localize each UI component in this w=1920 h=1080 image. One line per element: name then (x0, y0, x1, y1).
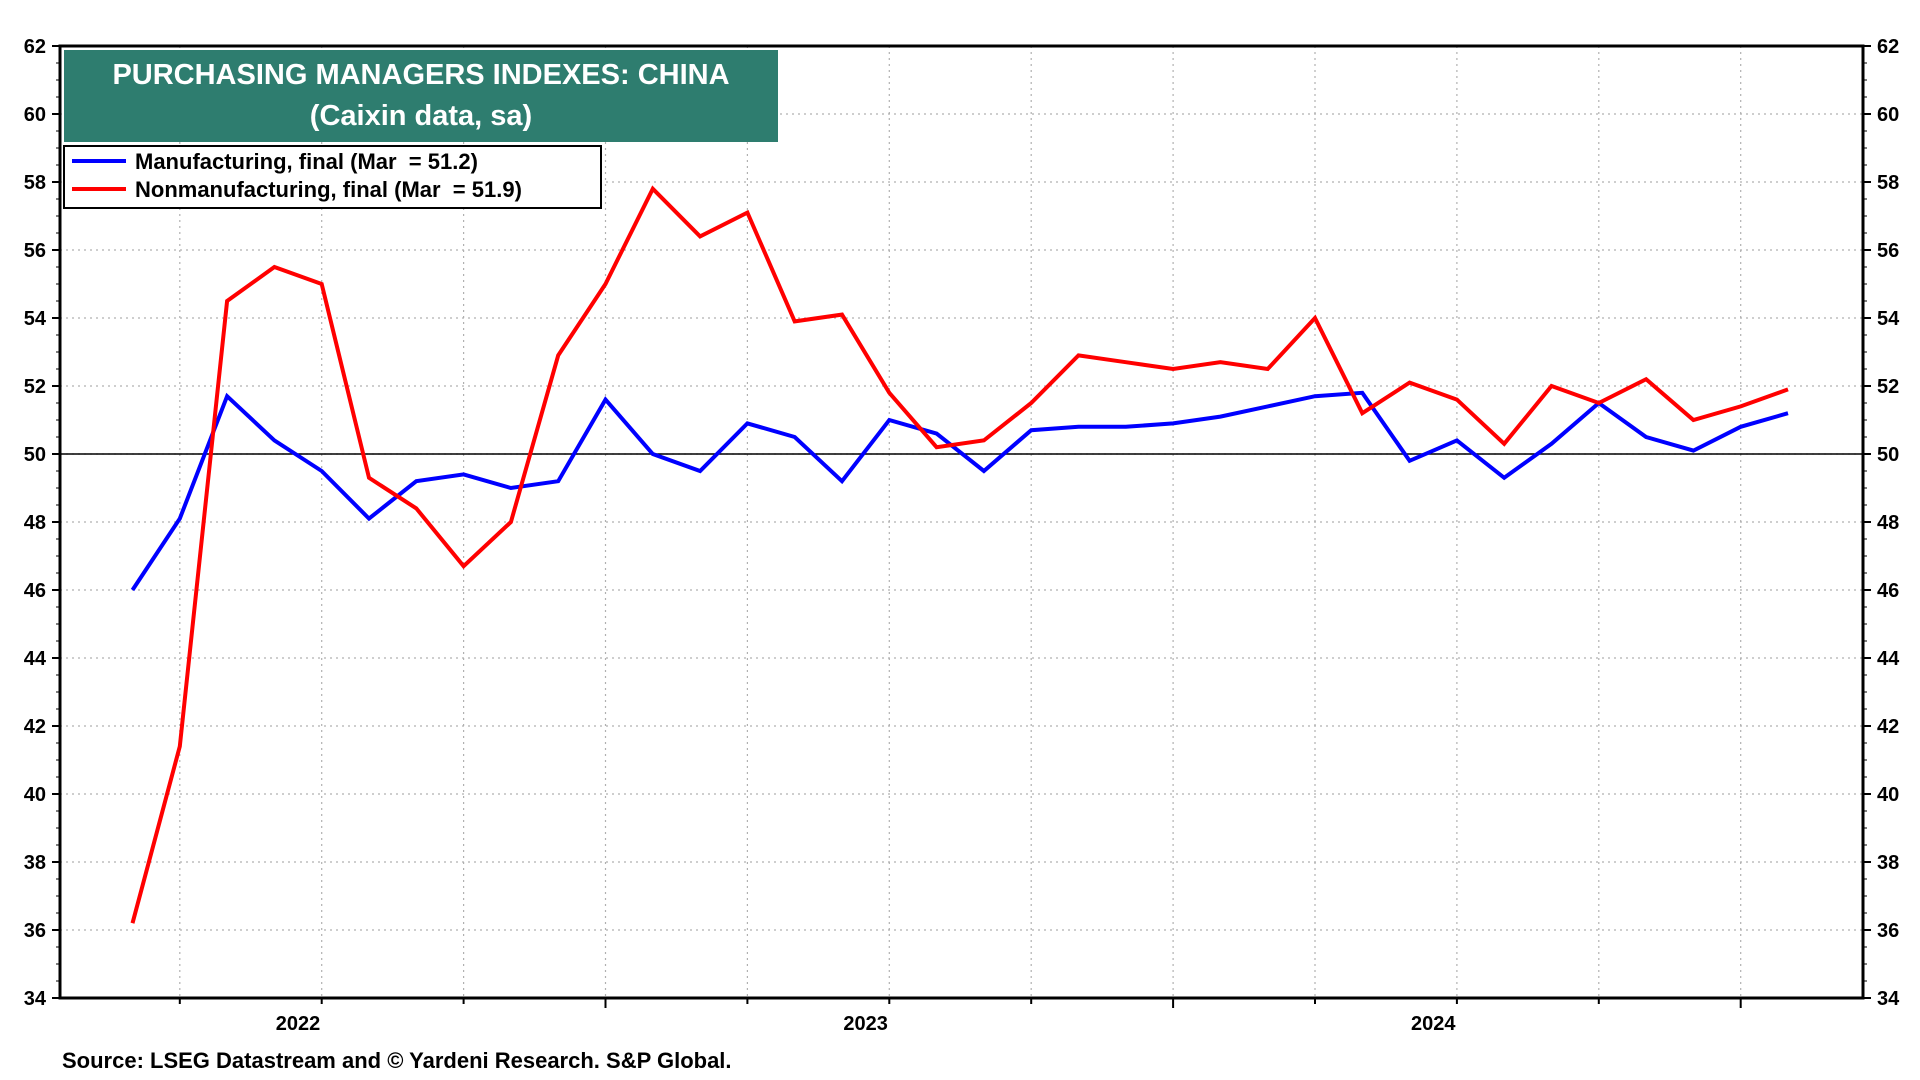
right-tick-label-44: 44 (1877, 648, 1900, 670)
right-tick-label-50: 50 (1877, 444, 1899, 466)
x-tick-label-2022: 2022 (276, 1013, 321, 1035)
left-tick-label-60: 60 (24, 104, 46, 126)
right-tick-label-62: 62 (1877, 36, 1899, 58)
x-tick-label-2024: 2024 (1411, 1013, 1456, 1035)
right-tick-label-34: 34 (1877, 988, 1900, 1010)
title-background (64, 50, 778, 142)
right-tick-label-54: 54 (1877, 308, 1900, 330)
right-tick-label-56: 56 (1877, 240, 1899, 262)
series-line-nonmanufacturing (130, 185, 1789, 924)
left-tick-label-46: 46 (24, 580, 46, 602)
right-tick-label-46: 46 (1877, 580, 1899, 602)
right-tick-label-60: 60 (1877, 104, 1899, 126)
right-tick-label-48: 48 (1877, 512, 1899, 534)
left-tick-label-52: 52 (24, 376, 46, 398)
left-tick-label-38: 38 (24, 852, 46, 874)
legend-label-manufacturing: Manufacturing, final (Mar = 51.2) (135, 149, 478, 174)
left-tick-label-48: 48 (24, 512, 46, 534)
right-y-axis: 34 36 38 40 42 44 46 48 50 52 54 56 58 60 62 (1863, 36, 1900, 1010)
x-tick-label-2023: 2023 (843, 1013, 888, 1035)
right-tick-label-36: 36 (1877, 920, 1899, 942)
left-tick-label-42: 42 (24, 716, 46, 738)
left-tick-label-50: 50 (24, 444, 46, 466)
left-tick-label-56: 56 (24, 240, 46, 262)
horizontal-gridlines (60, 113, 1863, 931)
right-tick-label-42: 42 (1877, 716, 1899, 738)
series-line-manufacturing (130, 390, 1789, 592)
left-tick-label-40: 40 (24, 784, 46, 806)
left-tick-label-36: 36 (24, 920, 46, 942)
left-tick-label-54: 54 (24, 308, 47, 330)
legend-label-nonmanufacturing: Nonmanufacturing, final (Mar = 51.9) (135, 177, 522, 202)
legend: Manufacturing, final (Mar = 51.2) Nonman… (63, 145, 602, 209)
left-tick-label-58: 58 (24, 172, 46, 194)
right-tick-label-38: 38 (1877, 852, 1899, 874)
legend-frame (63, 145, 602, 209)
x-axis: 2022202320242025 (178, 998, 1742, 1035)
right-tick-label-52: 52 (1877, 376, 1899, 398)
right-tick-label-40: 40 (1877, 784, 1899, 806)
left-tick-label-44: 44 (24, 648, 47, 670)
series-lines (130, 185, 1789, 924)
chart-subtitle: (Caixin data, sa) (310, 100, 532, 132)
left-y-axis: 34 36 38 40 42 44 46 48 50 52 54 56 58 60 62 (24, 36, 60, 1010)
title-box: PURCHASING MANAGERS INDEXES: CHINA (Caix… (64, 50, 778, 142)
source-note: Source: LSEG Datastream and © Yardeni Re… (62, 1048, 732, 1073)
left-tick-label-62: 62 (24, 36, 46, 58)
chart-title: PURCHASING MANAGERS INDEXES: CHINA (112, 59, 729, 91)
right-tick-label-58: 58 (1877, 172, 1899, 194)
left-tick-label-34: 34 (24, 988, 47, 1010)
